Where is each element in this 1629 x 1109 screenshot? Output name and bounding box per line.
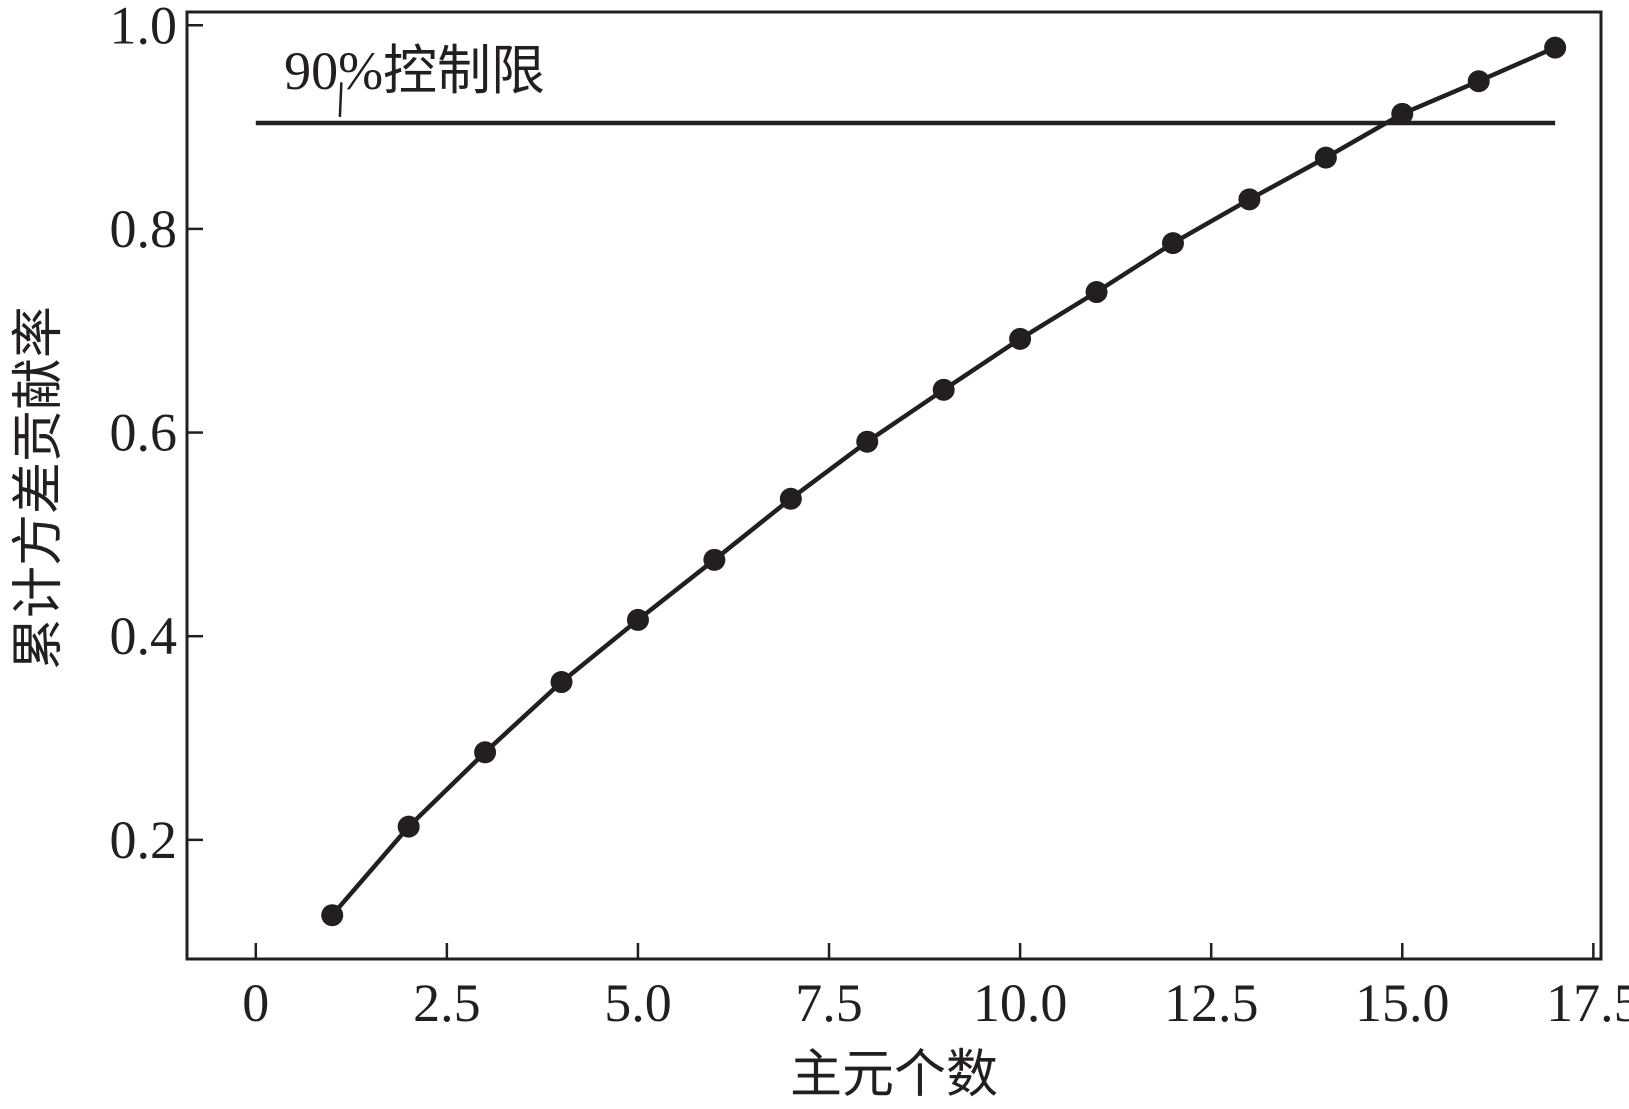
data-point-marker xyxy=(1161,232,1184,255)
plot-frame xyxy=(185,10,1603,961)
data-point-marker xyxy=(779,487,802,510)
y-tick-label: 0.2 xyxy=(110,810,178,870)
y-axis-title: 累计方差贡献率 xyxy=(9,306,69,670)
series-markers xyxy=(321,36,1567,927)
x-tick-label: 7.5 xyxy=(795,973,863,1033)
y-tick-label: 0.8 xyxy=(110,199,178,259)
x-tick-label: 17.5 xyxy=(1546,973,1629,1033)
x-tick-label: 5.0 xyxy=(604,973,672,1033)
data-point-marker xyxy=(626,608,649,631)
reference-group: 90%控制限 xyxy=(255,41,1556,126)
y-tick-label: 0.4 xyxy=(110,606,178,666)
data-point-marker xyxy=(550,671,573,694)
data-point-marker xyxy=(932,378,955,401)
data-point-marker xyxy=(856,430,879,453)
data-point-marker xyxy=(1009,327,1032,350)
data-point-marker xyxy=(321,904,344,927)
x-tick-label: 2.5 xyxy=(413,973,481,1033)
axis-tick-labels: 0 2.5 5.0 7.5 10.0 12.5 15.0 17.5 0.2 0.4 0.6 0.8 1.… xyxy=(110,0,1629,1033)
control-limit-leader xyxy=(338,82,343,117)
data-point-marker xyxy=(474,741,497,764)
data-point-marker xyxy=(1238,188,1261,211)
data-point-marker xyxy=(703,548,726,571)
x-axis-title: 主元个数 xyxy=(790,1045,998,1105)
x-tick-label: 0 xyxy=(242,973,269,1033)
y-tick-label: 0.6 xyxy=(110,403,178,463)
control-limit-label: 90%控制限 xyxy=(284,41,545,101)
axis-ticks xyxy=(187,23,1595,959)
data-point-marker xyxy=(1314,146,1337,169)
data-point-marker xyxy=(1391,102,1414,125)
data-point-marker xyxy=(1544,36,1567,59)
y-tick-label: 1.0 xyxy=(110,0,178,55)
x-tick-label: 10.0 xyxy=(973,973,1068,1033)
data-point-marker xyxy=(397,815,420,838)
x-tick-label: 15.0 xyxy=(1355,973,1450,1033)
data-point-marker xyxy=(1085,281,1108,304)
series-line xyxy=(329,45,1558,918)
data-point-marker xyxy=(1467,70,1490,93)
x-tick-label: 12.5 xyxy=(1164,973,1259,1033)
